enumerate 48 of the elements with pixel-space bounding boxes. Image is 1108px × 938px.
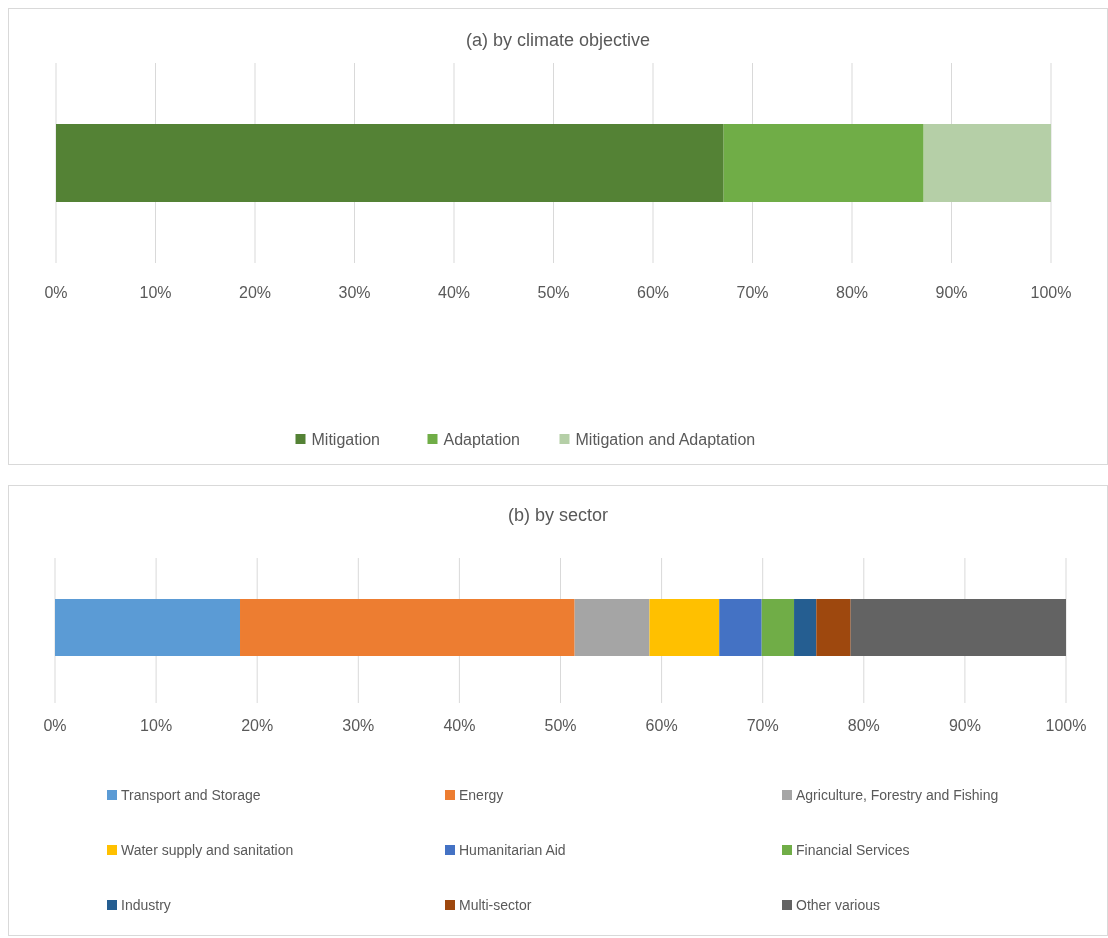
x-tick-label: 20% — [238, 283, 272, 301]
x-tick-label: 60% — [636, 283, 670, 301]
x-tick-label: 100% — [1030, 283, 1072, 301]
chart-title: (b) by sector — [507, 505, 609, 526]
x-tick-label: 90% — [948, 716, 981, 734]
bar — [923, 124, 1051, 202]
x-tick-label: 50% — [537, 283, 570, 301]
x-tick-label: 70% — [746, 716, 779, 734]
bar — [816, 599, 851, 656]
x-tick-label: 0% — [43, 716, 67, 734]
bar — [574, 599, 650, 656]
x-tick-label: 80% — [835, 283, 869, 301]
bar — [794, 599, 817, 656]
x-tick-label: 50% — [544, 716, 577, 734]
bar — [56, 124, 724, 202]
legend-label: Multi-sector — [459, 896, 532, 913]
bar — [850, 599, 1066, 656]
legend-label: Agriculture, Forestry and Fishing — [796, 786, 999, 803]
x-tick-label: 40% — [437, 283, 471, 301]
x-tick-label: 20% — [241, 716, 274, 734]
x-tick-label: 90% — [935, 283, 968, 301]
legend-label: Energy — [459, 786, 504, 803]
legend-label: Adaptation — [443, 430, 521, 448]
legend-label: Other various — [796, 896, 881, 913]
legend-label: Mitigation — [311, 430, 380, 448]
legend-label: Humanitarian Aid — [459, 841, 566, 858]
legend-label: Industry — [121, 896, 171, 913]
x-tick-label: 60% — [645, 716, 678, 734]
x-tick-label: 10% — [139, 283, 172, 301]
legend-label: Financial Services — [796, 841, 910, 858]
x-tick-label: 10% — [140, 716, 173, 734]
bar — [240, 599, 575, 656]
x-tick-label: 80% — [847, 716, 880, 734]
x-tick-label: 70% — [736, 283, 769, 301]
legend-label: Mitigation and Adaptation — [575, 430, 756, 448]
bar — [761, 599, 795, 656]
legend-label: Transport and Storage — [121, 786, 261, 803]
x-tick-label: 40% — [443, 716, 476, 734]
x-tick-label: 30% — [342, 716, 375, 734]
bar — [719, 599, 762, 656]
bar — [649, 599, 720, 656]
chart-title: (a) by climate objective — [465, 30, 651, 51]
x-tick-label: 0% — [44, 283, 68, 301]
bar — [55, 599, 241, 656]
x-tick-label: 30% — [338, 283, 371, 301]
x-tick-label: 100% — [1045, 716, 1087, 734]
bar — [723, 124, 924, 202]
legend-label: Water supply and sanitation — [121, 841, 294, 858]
